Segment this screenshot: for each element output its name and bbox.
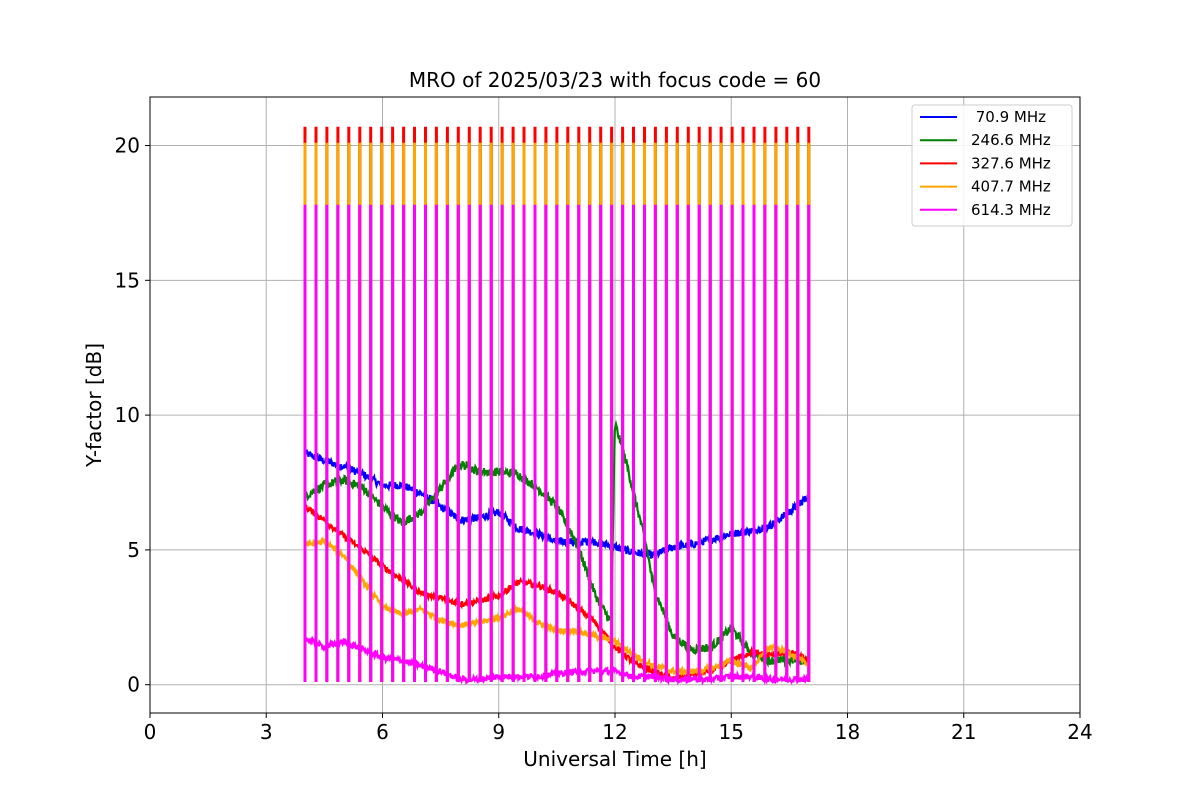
y-axis-title: Y-factor [dB]	[82, 343, 106, 468]
x-tick-label: 0	[144, 720, 157, 744]
plot-area	[303, 126, 811, 686]
x-tick-label: 18	[835, 720, 860, 744]
y-tick-label: 0	[127, 673, 140, 697]
legend-label: 327.6 MHz	[971, 154, 1051, 172]
y-tick-label: 5	[127, 538, 140, 562]
legend-label: 70.9 MHz	[971, 108, 1046, 126]
legend-label: 407.7 MHz	[971, 178, 1051, 196]
y-tick-label: 15	[115, 268, 140, 292]
axis-ticks: 0 3 6 9 12 15 18 21 24 0 5 10 15 20	[115, 134, 1093, 744]
x-tick-label: 12	[602, 720, 627, 744]
y-tick-label: 20	[115, 134, 140, 158]
x-tick-label: 24	[1067, 720, 1092, 744]
y-tick-label: 10	[115, 403, 140, 427]
x-tick-label: 9	[492, 720, 505, 744]
legend-label: 614.3 MHz	[971, 201, 1051, 219]
legend: 70.9 MHz 246.6 MHz 327.6 MHz 407.7 MHz 614.3…	[911, 104, 1073, 227]
legend-label: 246.6 MHz	[971, 131, 1051, 149]
legend-box	[911, 104, 1073, 227]
x-tick-label: 6	[376, 720, 389, 744]
x-axis-title: Universal Time [h]	[523, 747, 706, 771]
x-tick-label: 3	[260, 720, 273, 744]
x-tick-label: 21	[951, 720, 976, 744]
x-tick-label: 15	[719, 720, 744, 744]
chart-title: MRO of 2025/03/23 with focus code = 60	[409, 68, 821, 92]
